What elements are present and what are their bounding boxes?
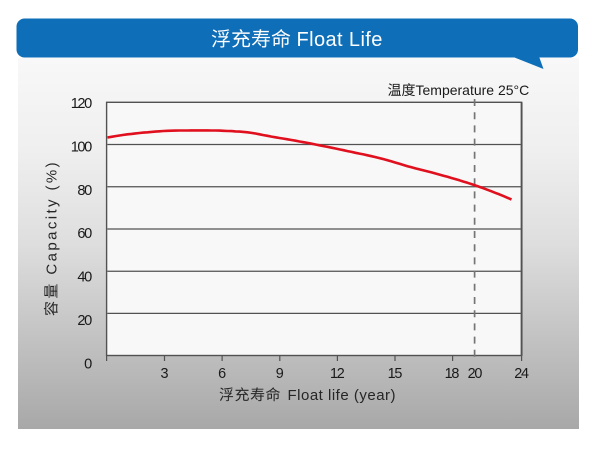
svg-text:120: 120 [71, 96, 93, 112]
svg-text:3: 3 [160, 366, 168, 382]
svg-text:24: 24 [514, 366, 529, 382]
svg-text:Float Life: Float Life [297, 29, 383, 51]
svg-text:100: 100 [71, 139, 93, 155]
svg-text:40: 40 [77, 270, 92, 286]
svg-text:9: 9 [276, 366, 284, 382]
svg-text:20: 20 [77, 313, 92, 329]
svg-text:20: 20 [468, 366, 483, 382]
svg-text:Capacity (%): Capacity (%) [44, 160, 61, 275]
svg-text:18: 18 [445, 366, 460, 382]
svg-text:Temperature 25°C: Temperature 25°C [416, 82, 530, 98]
svg-text:15: 15 [388, 366, 403, 382]
svg-text:60: 60 [77, 226, 92, 242]
svg-text:12: 12 [330, 366, 345, 382]
svg-text:80: 80 [77, 183, 92, 199]
svg-text:0: 0 [84, 357, 92, 373]
svg-text:Float life (year): Float life (year) [288, 387, 397, 404]
svg-text:6: 6 [218, 366, 226, 382]
